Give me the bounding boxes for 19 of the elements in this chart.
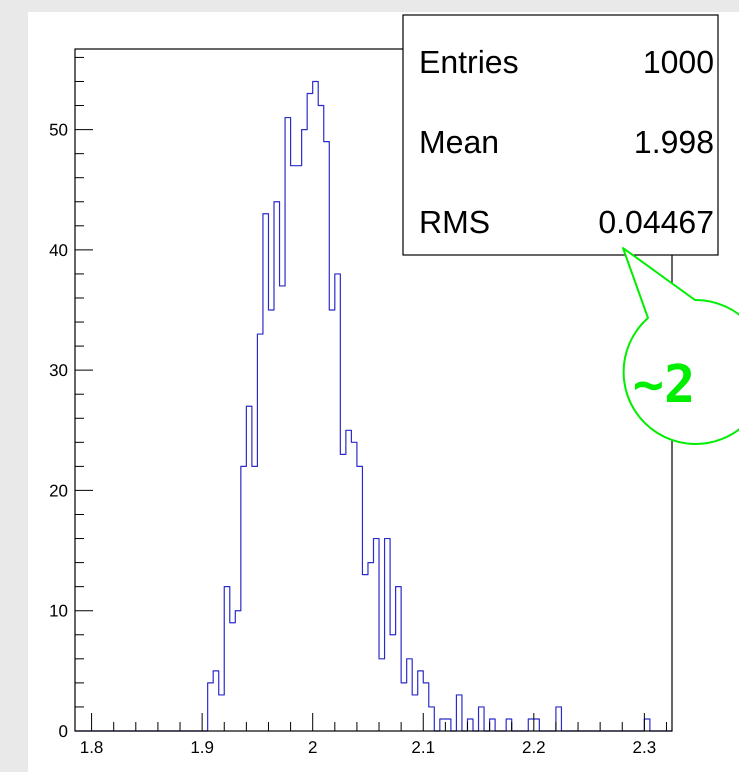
annotation: Entries [419, 44, 519, 80]
y-tick-label: 50 [49, 120, 68, 140]
x-tick-label: 2.1 [411, 738, 436, 757]
x-tick-label: 1.9 [190, 738, 214, 757]
annotation: 1000 [642, 44, 714, 80]
annotation: ~2 [632, 355, 696, 415]
annotation: 1.998 [634, 124, 714, 160]
x-tick-label: 1.8 [80, 738, 104, 757]
annotation: RMS [419, 204, 490, 240]
y-tick-label: 0 [58, 722, 68, 741]
x-tick-label: 2 [308, 738, 318, 757]
x-tick-label: 2.3 [632, 738, 656, 757]
x-tick-label: 2.2 [522, 738, 546, 757]
y-tick-label: 20 [49, 481, 68, 500]
y-tick-label: 40 [49, 240, 68, 260]
annotation: Mean [419, 124, 500, 160]
annotation: 0.04467 [598, 204, 714, 240]
y-tick-label: 30 [49, 361, 68, 380]
y-tick-label: 10 [49, 602, 68, 621]
